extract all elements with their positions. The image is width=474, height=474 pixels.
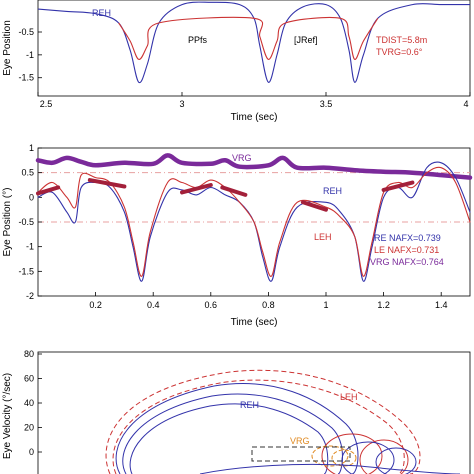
panel-middle-leh-label: LEH xyxy=(314,232,332,242)
panel-middle-xtick-label: 1.4 xyxy=(435,300,448,310)
panel-middle-ytick-label: -0.5 xyxy=(18,217,34,227)
panel-bottom-ytick-label: 0 xyxy=(29,447,34,457)
panel-top-xtick-label: 4 xyxy=(463,99,468,109)
panel-middle-ytick-label: -1 xyxy=(26,242,34,252)
vrg-loop-2 xyxy=(331,449,357,467)
panel-bottom-reh-label: REH xyxy=(240,400,259,410)
panel-middle-vrg-line xyxy=(35,153,473,180)
panel-middle-foveation-segment xyxy=(36,185,61,196)
leh-small-loop-1 xyxy=(321,433,383,474)
panel-middle-ytick-label: 1 xyxy=(29,143,34,153)
reh-loop-inner xyxy=(122,393,343,474)
panel-top-leh-line xyxy=(118,16,379,60)
panel-middle-re-nafx-label: RE NAFX=0.739 xyxy=(374,233,441,243)
panel-bottom-ytick-label: 60 xyxy=(24,374,34,384)
panel-middle-ylabel: Eye Position (°) xyxy=(2,187,13,256)
reh-small-loop-1 xyxy=(341,441,395,474)
panel-middle-ytick-label: 0 xyxy=(29,192,34,202)
panel-top-reh-label: REH xyxy=(92,8,111,18)
panel-bottom-frame xyxy=(37,351,471,474)
panel-middle-ytick-label: -1.5 xyxy=(18,266,34,276)
panel-top-xtick-label: 3.5 xyxy=(320,99,333,109)
panel-middle-ytick-label: -2 xyxy=(26,291,34,301)
panel-top-jref-label: [JRef] xyxy=(294,35,318,45)
panel-middle-foveation-segment xyxy=(180,183,213,195)
panel-middle-lines xyxy=(35,153,473,282)
panel-middle-foveation-segment xyxy=(381,180,415,192)
panel-top: 2.5 3 3.5 4 -0.5 -1 -1.5 REH PPfs [JRef] TDIST… xyxy=(2,0,471,123)
panel-top-ticks: 2.5 3 3.5 4 -0.5 -1 -1.5 xyxy=(18,27,471,109)
panel-top-xtick-label: 2.5 xyxy=(40,99,53,109)
panel-middle-xtick-label: 0.2 xyxy=(89,300,102,310)
panel-bottom-ylabel: Eye Velocity (°/sec) xyxy=(2,373,13,459)
panel-middle-xlabel: Time (sec) xyxy=(231,317,278,328)
reh-loop-innermost xyxy=(129,403,329,474)
zoom-box xyxy=(251,446,351,462)
panel-middle-ytick-label: 0.5 xyxy=(21,168,34,178)
panel-top-reh-line xyxy=(37,1,470,84)
vrg-loop-1 xyxy=(311,445,349,467)
panel-bottom-leh-label: LEH xyxy=(340,392,358,402)
panel-middle-xtick-label: 0.8 xyxy=(262,300,275,310)
panel-middle-xtick-label: 0.4 xyxy=(147,300,160,310)
panel-bottom: 80 60 40 20 0 REH LEH VRG Eye Velocity (°/se… xyxy=(2,349,471,474)
panel-top-tdist-label: TDIST=5.8m xyxy=(376,35,427,45)
panel-bottom-ytick-label: 80 xyxy=(24,349,34,359)
panel-top-lines xyxy=(37,1,470,84)
panel-bottom-loops xyxy=(105,369,461,474)
panel-top-xlabel: Time (sec) xyxy=(231,112,278,123)
panel-middle-le-nafx-label: LE NAFX=0.731 xyxy=(374,245,439,255)
panel-middle-vrg-nafx-label: VRG NAFX=0.764 xyxy=(370,257,444,267)
leh-loop-outer xyxy=(105,369,421,474)
panel-middle-xtick-label: 0.6 xyxy=(205,300,218,310)
panel-top-ytick-label: -0.5 xyxy=(18,27,34,37)
panel-top-xtick-label: 3 xyxy=(179,99,184,109)
panel-top-ytick-label: -1 xyxy=(26,50,34,60)
panel-middle-reh-label: REH xyxy=(323,186,342,196)
reh-small-loop-2 xyxy=(375,447,417,474)
panel-bottom-ytick-label: 40 xyxy=(24,398,34,408)
panel-middle-foveation-segment xyxy=(87,178,127,189)
panel-middle-foveation-segment xyxy=(220,185,248,197)
panel-top-tvrg-label: TVRG=0.6° xyxy=(376,47,423,57)
leh-small-loop-2 xyxy=(359,439,409,474)
panel-bottom-vrg-label: VRG xyxy=(290,436,310,446)
panel-middle: 0.2 0.4 0.6 0.8 1 1.2 1.4 1 0.5 0 -0.5 -1 -1.5 -2 VRG… xyxy=(2,143,473,328)
panel-middle-vrg-label: VRG xyxy=(232,153,252,163)
panel-bottom-ytick-label: 20 xyxy=(24,423,34,433)
panel-top-frame xyxy=(37,0,471,97)
panel-top-ylabel: Eye Position xyxy=(2,20,13,76)
panel-top-ppfs-label: PPfs xyxy=(188,35,208,45)
leh-loop-inner xyxy=(112,379,405,474)
reh-tail xyxy=(199,463,461,474)
panel-middle-xtick-label: 1 xyxy=(323,300,328,310)
panel-middle-leh-line xyxy=(37,166,471,277)
reh-loop-outer xyxy=(115,383,359,474)
panel-middle-foveation-segment xyxy=(300,200,328,212)
panel-bottom-ticks: 80 60 40 20 0 xyxy=(24,349,42,457)
panel-top-ytick-label: -1.5 xyxy=(18,73,34,83)
panel-middle-xtick-label: 1.2 xyxy=(377,300,390,310)
